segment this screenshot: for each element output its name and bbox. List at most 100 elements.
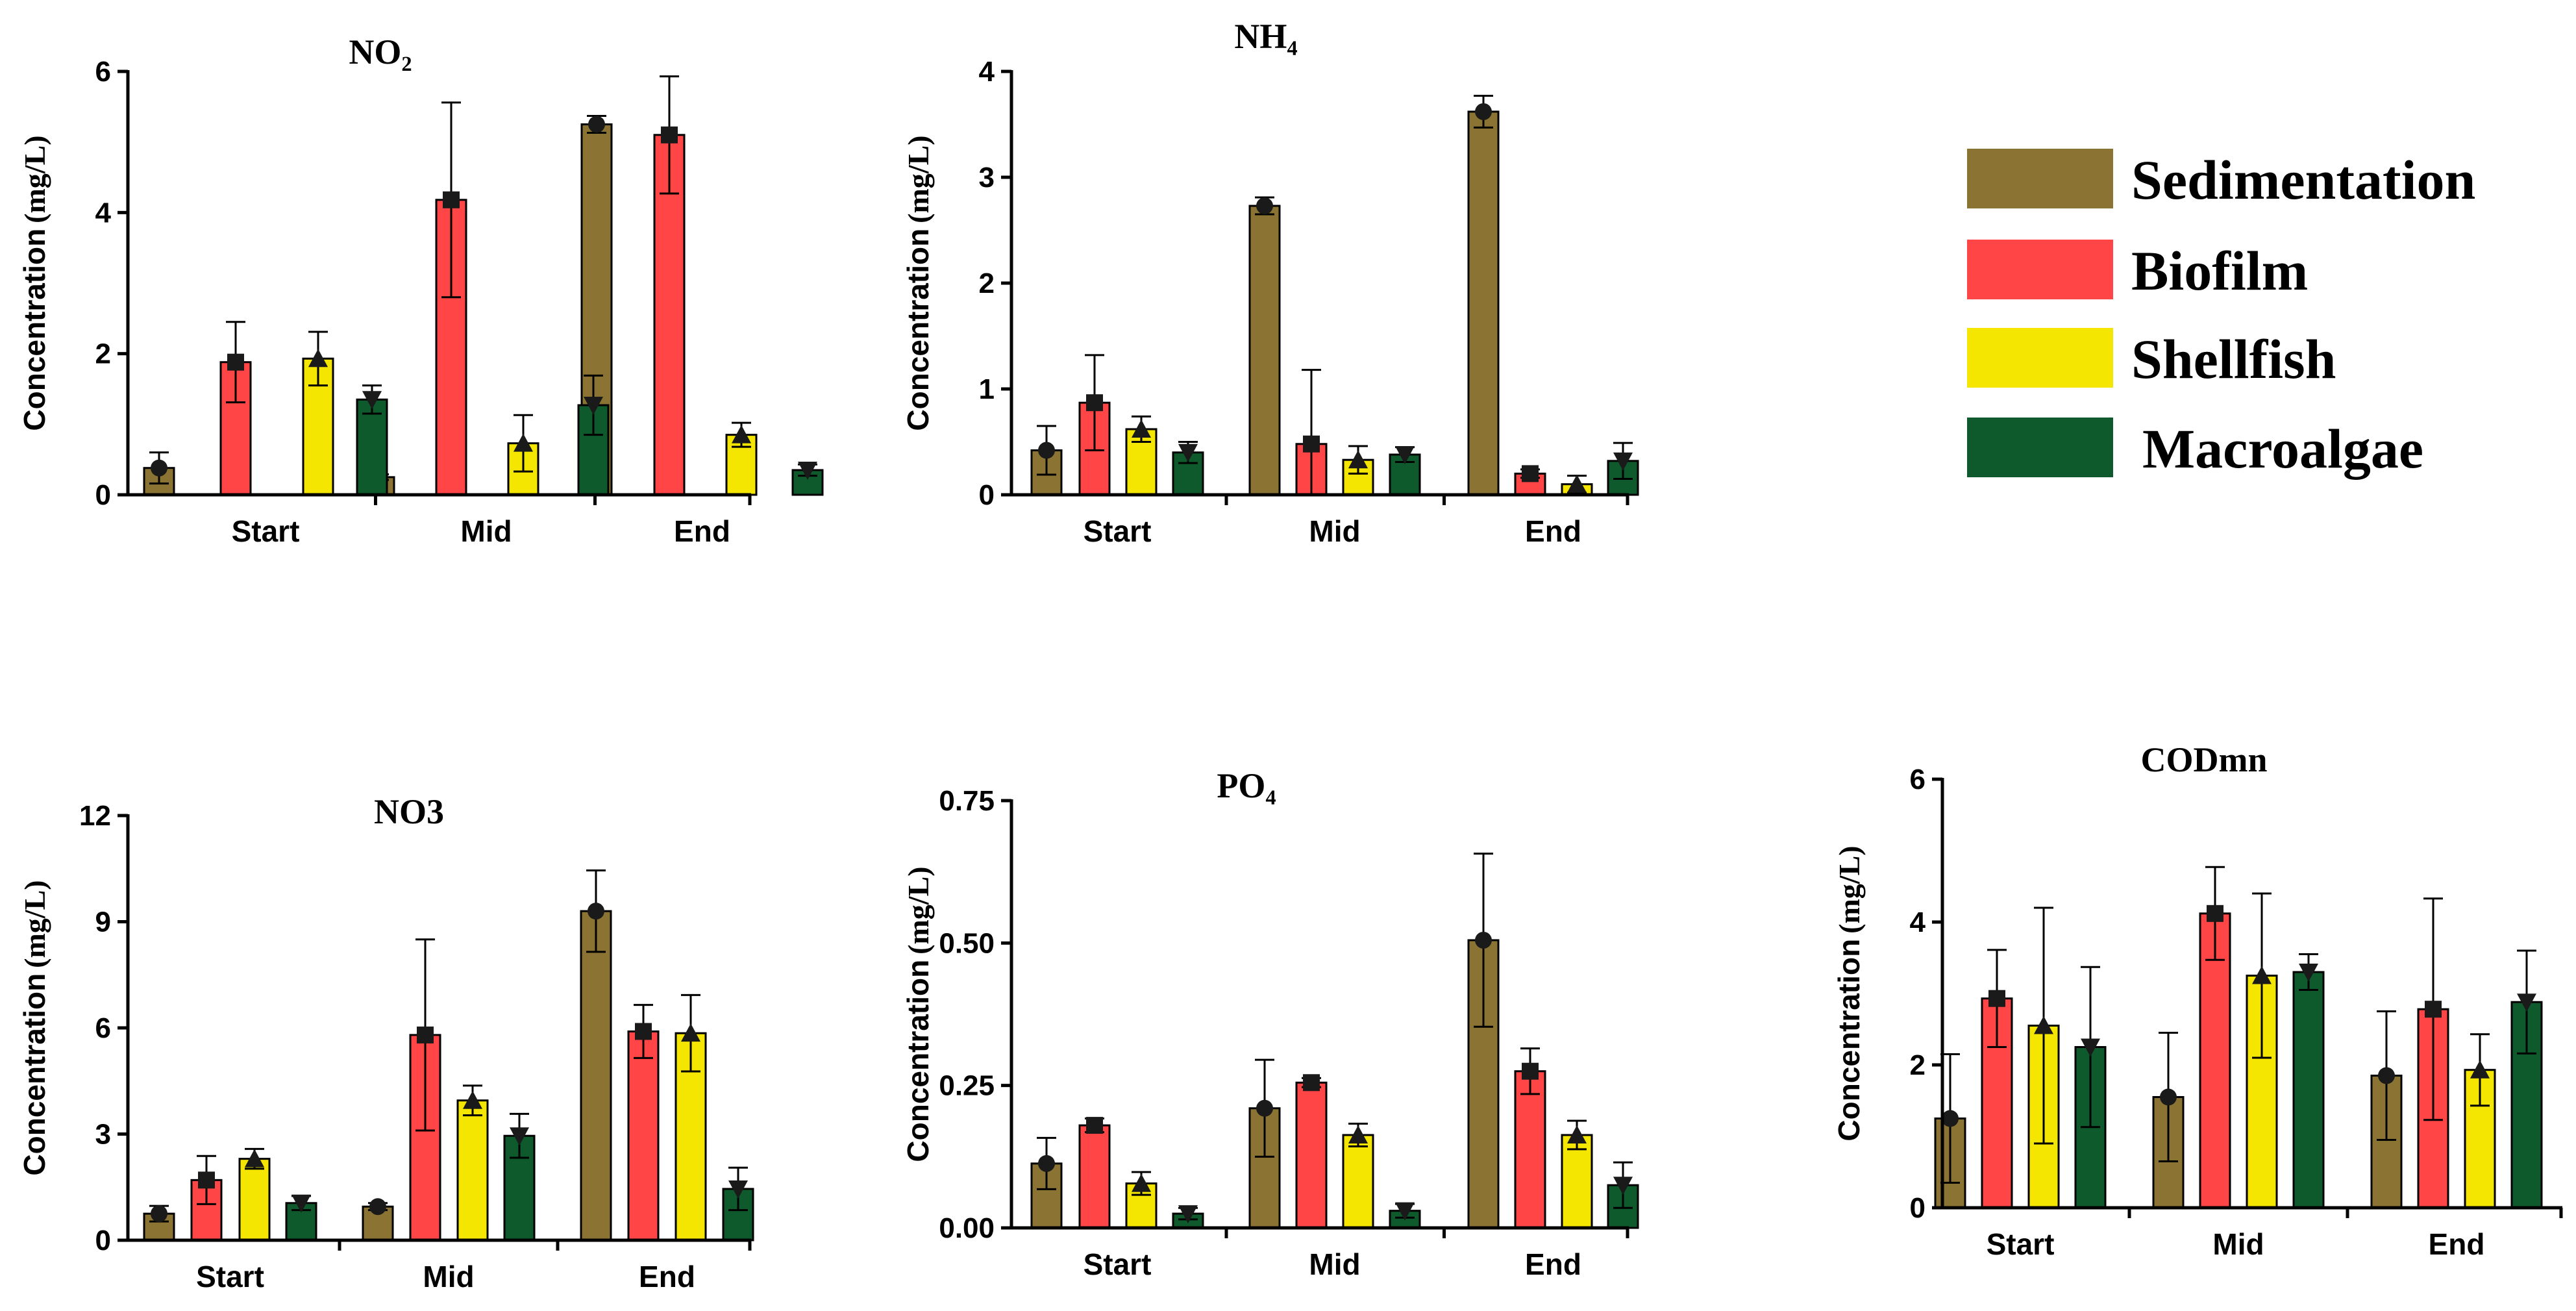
marker-macroalgae [2081,1038,2100,1057]
y-axis-label-text: Concentration [18,229,51,431]
bar-sedimentation-mid [2152,1032,2185,1209]
legend-label: Shellfish [2131,328,2336,390]
marker-biofilm [1086,1117,1103,1134]
marker-biofilm [1522,1062,1539,1080]
legend-item-biofilm: Biofilm [1967,240,2308,302]
bar-shellfish-end [2464,1033,2496,1209]
marker-biofilm [661,126,678,144]
panel-title: NO₂ [349,32,412,71]
bar-macroalgae-mid [503,1112,536,1242]
marker-macroalgae [1613,1177,1633,1195]
marker-shellfish [1348,450,1368,469]
marker-biofilm [635,1023,652,1040]
marker-sedimentation [2378,1067,2395,1084]
bar-sedimentation-mid [362,1198,394,1242]
bar-rect [219,361,252,496]
marker-sedimentation [1256,1099,1273,1117]
y-axis-label: Concentration (mg/L) [901,135,935,431]
marker-biofilm [2207,905,2223,922]
y-tick-label: 4 [979,56,995,88]
y-axis-label: Concentration (mg/L) [1832,845,1866,1141]
bar-sedimentation-start [1934,1053,1966,1209]
bar-shellfish-mid [2246,892,2278,1209]
bar-shellfish-mid [507,414,539,496]
legend: Sedimentation Biofilm Shellfish Macroalgae [1967,149,2475,480]
marker-shellfish [1132,419,1151,438]
marker-shellfish [1567,474,1587,493]
marker-shellfish [1567,1125,1587,1143]
y-axis-label-text: Concentration [1832,939,1866,1142]
y-tick-label: 0 [979,479,995,511]
bar-rect [1248,205,1281,496]
panel-nh: NH₄ 0 1 2 3 4 Start Mid End Concentration (mg/L) [901,17,1639,548]
y-tick-label: 2 [1910,1049,1926,1081]
bar-macroalgae-mid [1389,446,1421,496]
legend-label: Biofilm [2131,240,2308,302]
bar-sedimentation-start [1030,425,1063,496]
x-tick-label: Start [196,1260,264,1293]
legend-item-macroalgae: Macroalgae [1967,418,2423,480]
marker-sedimentation [151,1205,167,1223]
bar-sedimentation-end [2370,1010,2403,1209]
bar-rect [2292,971,2325,1209]
bar-rect [1467,110,1500,496]
bar-rect [456,1099,489,1242]
y-axis-label-unit: (mg/L) [18,135,51,223]
bar-shellfish-start [1125,1171,1158,1229]
marker-sedimentation [1038,442,1055,459]
bar-rect [238,1158,271,1242]
x-tick-label: Start [1084,1247,1152,1281]
y-tick-label: 1 [979,373,995,405]
bar-rect [580,910,612,1242]
bar-sedimentation-mid [1248,1058,1281,1229]
marker-sedimentation [1038,1155,1055,1172]
y-tick-label: 0.75 [939,785,995,817]
marker-macroalgae [1178,443,1198,462]
x-tick-label: Start [232,514,300,548]
bar-rect [1342,1134,1374,1229]
bar-macroalgae-start [1172,441,1204,496]
bar-sedimentation-start [1030,1136,1063,1229]
legend-swatch [1967,418,2113,477]
bar-biofilm-start [219,321,252,496]
marker-sedimentation [151,459,167,477]
bar-biofilm-end [1514,1047,1546,1229]
marker-macroalgae [1613,452,1633,471]
marker-biofilm [443,191,460,208]
x-tick-label: Start [1987,1227,2055,1261]
y-tick-label: 0 [95,1225,111,1256]
marker-biofilm [227,353,244,371]
marker-macroalgae [1395,1202,1415,1221]
marker-biofilm [198,1171,215,1189]
bar-macroalgae-end [1607,442,1639,496]
bar-shellfish-mid [1342,1122,1374,1229]
marker-shellfish [2470,1060,2490,1079]
y-axis-label: Concentration (mg/L) [18,880,51,1175]
x-tick-label: Mid [2212,1227,2264,1261]
bar-shellfish-end [1561,1119,1593,1229]
y-axis-label-unit: (mg/L) [902,135,935,223]
bar-biofilm-start [1078,1117,1111,1229]
x-tick-label: Mid [460,514,512,548]
y-tick-label: 3 [95,1119,111,1151]
y-tick-label: 0.25 [939,1070,995,1102]
bar-sedimentation-mid [1248,196,1281,496]
legend-swatch [1967,240,2113,299]
bar-shellfish-start [238,1147,271,1242]
marker-sedimentation [1475,103,1492,120]
panel-po: PO₄ 0.00 0.25 0.50 0.75 Start Mid End Concentrat… [901,766,1639,1281]
panel-title: PO₄ [1217,766,1276,805]
y-tick-label: 4 [1910,906,1926,938]
marker-shellfish [245,1149,264,1167]
y-tick-label: 9 [95,906,111,938]
marker-biofilm [2425,1001,2442,1018]
panel-title: NO3 [374,792,444,831]
bar-sedimentation-end [1467,94,1500,496]
panel-no3: NO3 0 3 6 9 12 Start Mid End Concentration (mg/L) [18,792,754,1293]
y-tick-label: 2 [95,338,111,370]
legend-item-shellfish: Shellfish [1967,328,2336,390]
bar-macroalgae-end [722,1166,754,1242]
marker-macroalgae [1395,446,1415,465]
legend-swatch [1967,149,2113,208]
